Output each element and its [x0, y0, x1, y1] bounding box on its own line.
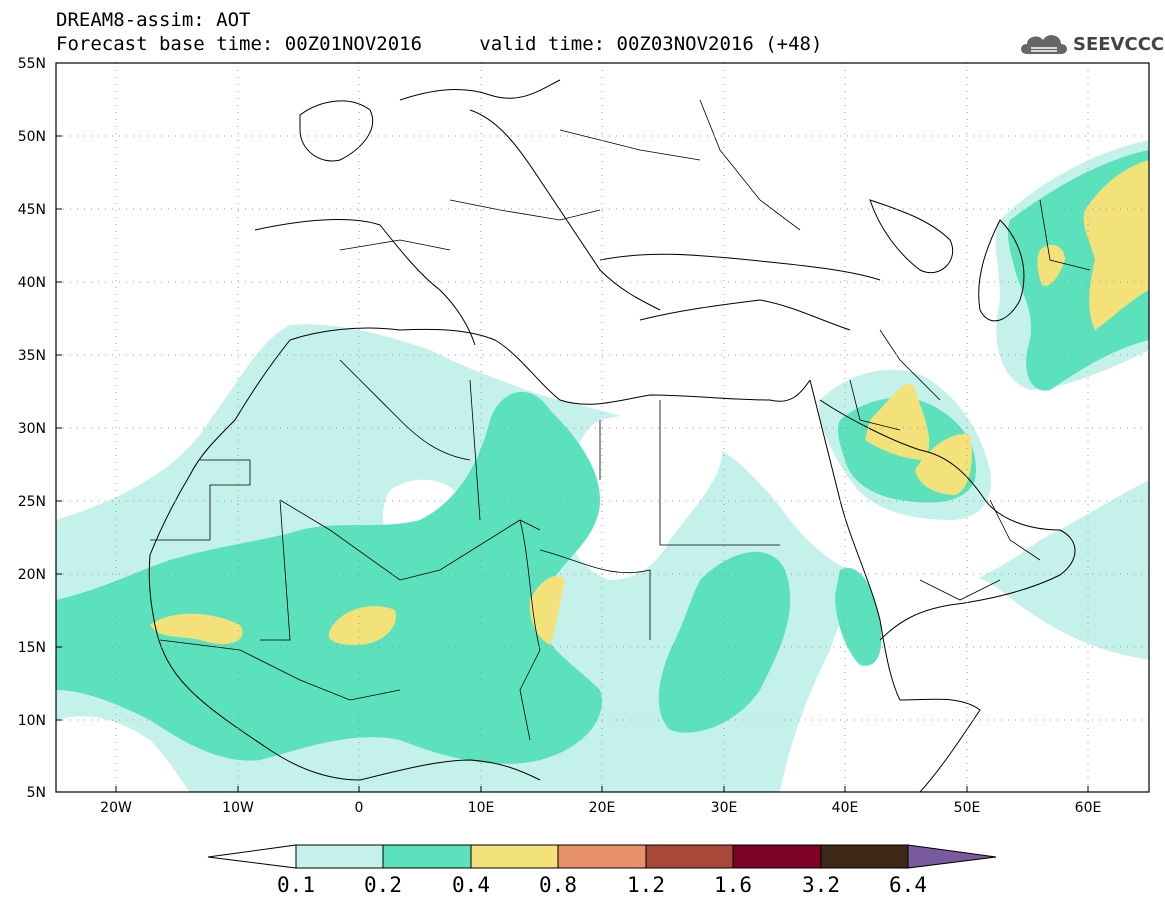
lon-label: 20E	[589, 800, 616, 816]
logo-text: SEEVCCC	[1073, 34, 1165, 55]
aot-mid-region	[56, 391, 602, 764]
lat-label: 40N	[18, 275, 46, 291]
colorbar-swatch	[732, 844, 822, 869]
colorbar-label: 3.2	[802, 873, 840, 897]
lat-label: 55N	[18, 56, 46, 72]
lat-label: 5N	[27, 785, 46, 801]
colorbar-swatch	[295, 844, 384, 869]
aot-high-region	[328, 606, 396, 645]
colorbar-swatch	[645, 844, 734, 869]
aot-contours	[56, 79, 1149, 792]
colorbar	[207, 844, 997, 869]
lon-label: 20W	[100, 800, 132, 816]
colorbar-swatch	[470, 844, 559, 869]
colorbar-label: 1.2	[627, 873, 665, 897]
aot-high-region	[1037, 244, 1065, 286]
lon-label: 10W	[222, 800, 254, 816]
longitude-labels: 20W 10W 0 10E 20E 30E 40E 50E 60E	[100, 800, 1101, 816]
colorbar-over-arrow	[907, 844, 997, 869]
aot-high-region	[529, 576, 565, 645]
map-title: DREAM8-assim: AOT	[56, 9, 251, 31]
forecast-base-time: Forecast base time: 00Z01NOV2016	[56, 33, 423, 55]
colorbar-label: 0.8	[539, 873, 577, 897]
lat-label: 35N	[18, 348, 46, 364]
colorbar-label: 1.6	[714, 873, 752, 897]
colorbar-swatch	[382, 844, 472, 869]
lat-label: 10N	[18, 713, 46, 729]
lon-label: 10E	[468, 800, 495, 816]
aot-high-region	[865, 383, 930, 460]
lat-label: 45N	[18, 202, 46, 218]
cloud-icon	[1021, 35, 1067, 54]
colorbar-labels: 0.1 0.2 0.4 0.8 1.2 1.6 3.2 6.4	[277, 873, 927, 897]
lon-label: 50E	[954, 800, 981, 816]
seevccc-logo: SEEVCCC	[1017, 26, 1164, 60]
coastlines	[148, 79, 1076, 792]
latitude-labels: 55N 50N 45N 40N 35N 30N 25N 20N 15N 10N …	[18, 56, 46, 801]
colorbar-label: 0.4	[452, 873, 490, 897]
aot-high-region	[1083, 160, 1149, 330]
aot-high-region	[150, 613, 243, 645]
lat-label: 15N	[18, 640, 46, 656]
aot-mid-region	[835, 568, 882, 666]
lat-label: 50N	[18, 129, 46, 145]
lon-label: 40E	[832, 800, 859, 816]
valid-time: valid time: 00Z03NOV2016 (+48)	[479, 33, 823, 55]
colorbar-swatch	[820, 844, 909, 869]
colorbar-label: 0.2	[364, 873, 402, 897]
forecast-time-label: Forecast base time: 00Z01NOV2016 valid t…	[56, 34, 822, 54]
colorbar-swatch	[557, 844, 647, 869]
colorbar-label: 0.1	[277, 873, 315, 897]
country-borders	[150, 99, 1091, 741]
lat-label: 20N	[18, 567, 46, 583]
aot-high-region	[915, 434, 972, 495]
lon-label: 30E	[711, 800, 738, 816]
aot-mid-region	[658, 551, 791, 733]
colorbar-label: 6.4	[889, 873, 927, 897]
lon-label: 60E	[1075, 800, 1102, 816]
graticule	[56, 63, 1149, 792]
colorbar-under-arrow	[207, 844, 297, 869]
lat-label: 30N	[18, 421, 46, 437]
lat-label: 25N	[18, 494, 46, 510]
lon-label: 0	[355, 800, 364, 816]
